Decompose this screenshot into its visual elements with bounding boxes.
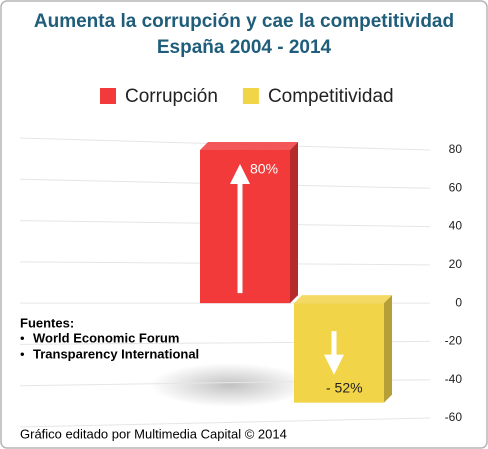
y-tick-label: 80	[449, 142, 463, 156]
bar-top	[200, 142, 298, 150]
legend-swatch	[100, 88, 116, 104]
y-tick-label: 0	[455, 295, 462, 309]
arrow-head	[230, 164, 250, 184]
legend-label: Corrupción	[125, 86, 218, 107]
chart-subtitle: España 2004 - 2014	[157, 37, 332, 58]
value-label: 80%	[250, 161, 278, 177]
chart-title: Aumenta la corrupción y cae la competiti…	[34, 11, 454, 32]
bar-side	[384, 295, 392, 403]
bar-top	[294, 295, 392, 304]
y-tick-label: -60	[445, 410, 463, 424]
bullet: •	[20, 346, 25, 361]
grid-line	[19, 417, 431, 428]
bar-side	[290, 142, 298, 304]
arrow-head	[324, 354, 344, 375]
bullet: •	[20, 330, 25, 345]
bar	[294, 303, 384, 403]
y-tick-label: 60	[449, 180, 463, 194]
y-tick-label: 40	[449, 219, 463, 233]
y-tick-label: -20	[445, 334, 463, 348]
bar-shadow	[150, 363, 310, 407]
source: World Economic Forum	[33, 330, 179, 345]
sources-title: Fuentes:	[20, 315, 74, 330]
source: Transparency International	[33, 346, 199, 361]
bar-group: 80%	[200, 142, 298, 304]
y-tick-label: -40	[445, 372, 463, 386]
legend-swatch	[242, 88, 259, 104]
legend-label: Competitividad	[268, 86, 394, 107]
value-label: - 52%	[326, 379, 363, 395]
credit: Gráfico editado por Multimedia Capital ©…	[20, 426, 287, 441]
y-tick-label: 20	[449, 257, 463, 271]
bar-group: - 52%	[294, 295, 392, 403]
